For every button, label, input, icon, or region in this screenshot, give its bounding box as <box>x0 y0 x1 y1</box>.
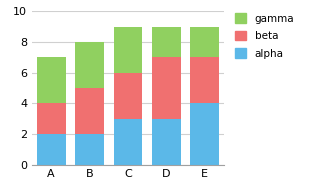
Bar <box>37 57 66 103</box>
Bar <box>152 27 181 57</box>
Bar <box>75 88 104 134</box>
Bar <box>114 27 142 73</box>
Bar <box>75 134 104 165</box>
Bar <box>152 57 181 119</box>
Bar <box>114 119 142 165</box>
Bar <box>190 27 219 57</box>
Bar <box>152 119 181 165</box>
Bar <box>37 103 66 134</box>
Bar <box>114 73 142 119</box>
Legend: gamma, beta, alpha: gamma, beta, alpha <box>235 13 294 59</box>
Bar <box>75 42 104 88</box>
Bar <box>190 103 219 165</box>
Bar <box>190 57 219 103</box>
Bar <box>37 134 66 165</box>
